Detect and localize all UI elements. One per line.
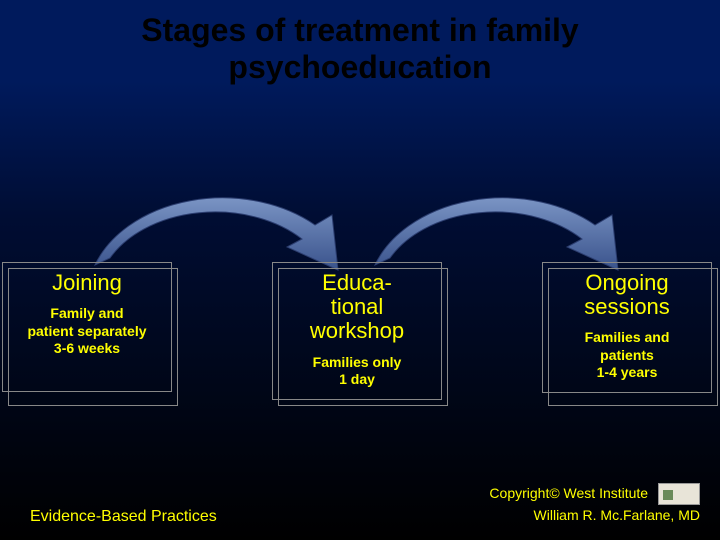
stage-subtitle: Families only 1 day [279, 354, 435, 389]
title-text: Ongoing [585, 270, 668, 295]
sub-line: 1-4 years [597, 364, 658, 380]
sub-line: Families and [585, 329, 670, 345]
title-text: Educa- [322, 270, 392, 295]
box-front: Ongoing sessions Families and patients 1… [542, 262, 712, 393]
stage-ongoing: Ongoing sessions Families and patients 1… [542, 262, 712, 400]
copyright-text: Copyright© West Institute [489, 485, 648, 501]
sub-line: patients [600, 347, 654, 363]
box-front: Joining Family and patient separately 3-… [2, 262, 172, 392]
footer-left-label: Evidence-Based Practices [30, 508, 217, 526]
title-text: tional [331, 294, 384, 319]
box-front: Educa- tional workshop Families only 1 d… [272, 262, 442, 400]
stages-row: Joining Family and patient separately 3-… [0, 262, 720, 400]
stage-title: Joining [9, 271, 165, 295]
title-text: sessions [584, 294, 670, 319]
title-line-2: psychoeducation [228, 49, 491, 85]
sub-line: 1 day [339, 371, 375, 387]
stage-subtitle: Family and patient separately 3-6 weeks [9, 305, 165, 358]
stage-subtitle: Families and patients 1-4 years [549, 329, 705, 382]
title-text: workshop [310, 318, 404, 343]
stage-title: Ongoing sessions [549, 271, 705, 319]
footer-right: Copyright© West Institute William R. Mc.… [489, 483, 700, 526]
sub-line: 3-6 weeks [54, 340, 120, 356]
title-text: Joining [52, 270, 122, 295]
arc-arrow-1 [95, 198, 338, 270]
stage-title: Educa- tional workshop [279, 271, 435, 344]
stage-joining: Joining Family and patient separately 3-… [2, 262, 172, 400]
slide-title: Stages of treatment in family psychoeduc… [0, 0, 720, 86]
sub-line: patient separately [27, 323, 146, 339]
sub-line: Family and [50, 305, 123, 321]
stage-workshop: Educa- tional workshop Families only 1 d… [272, 262, 442, 400]
flow-arrows [0, 115, 720, 285]
title-line-1: Stages of treatment in family [141, 12, 578, 48]
slide-footer: Evidence-Based Practices Copyright© West… [0, 483, 720, 526]
arc-arrow-2 [375, 198, 618, 270]
west-institute-logo-icon [658, 483, 700, 505]
sub-line: Families only [313, 354, 402, 370]
author-text: William R. Mc.Farlane, MD [489, 505, 700, 526]
